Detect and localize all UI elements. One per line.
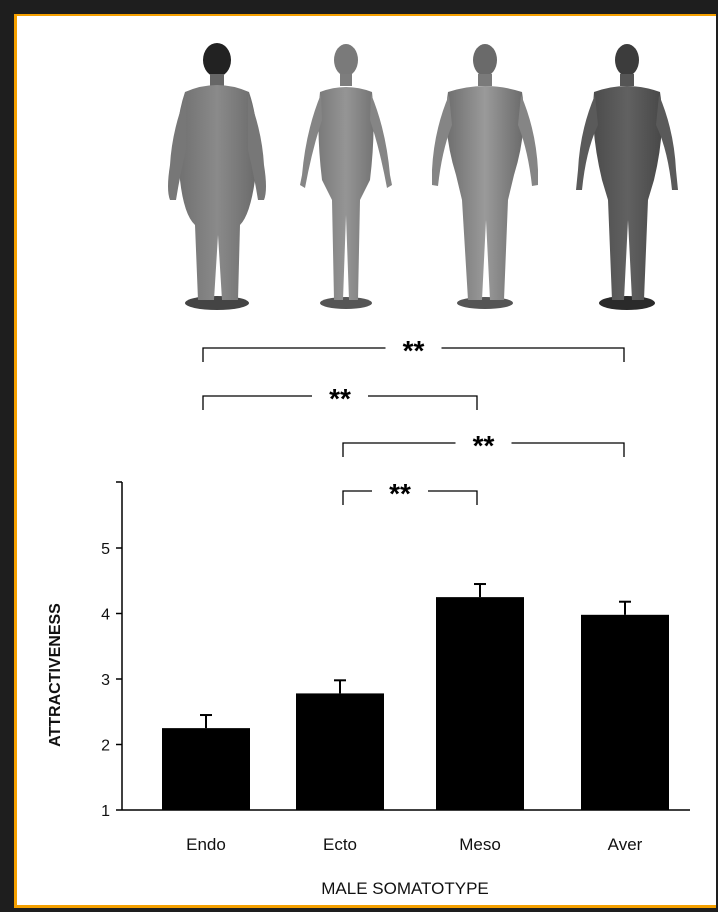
y-tick-label: 2 bbox=[101, 738, 110, 755]
significance-label: ** bbox=[389, 478, 411, 509]
bar-endo bbox=[162, 728, 250, 810]
y-tick-label: 1 bbox=[101, 803, 110, 820]
x-axis-title: MALE SOMATOTYPE bbox=[321, 879, 489, 898]
ectomorph-figure bbox=[300, 44, 392, 309]
x-tick-label: Ecto bbox=[323, 835, 357, 854]
x-tick-label: Meso bbox=[459, 835, 501, 854]
y-axis-title: ATTRACTIVENESS bbox=[47, 603, 64, 747]
y-tick-label: 4 bbox=[101, 607, 110, 624]
bracket-left bbox=[342, 442, 456, 457]
bracket-left bbox=[202, 395, 312, 410]
bracket-right bbox=[441, 347, 625, 362]
bars bbox=[162, 583, 669, 810]
y-tick-label: 3 bbox=[101, 672, 110, 689]
bar-meso bbox=[436, 597, 524, 810]
bar-aver bbox=[581, 614, 669, 810]
mesomorph-figure bbox=[432, 44, 538, 309]
x-tick-label: Aver bbox=[608, 835, 643, 854]
significance-label: ** bbox=[473, 430, 495, 461]
significance-label: ** bbox=[403, 335, 425, 366]
bracket-right bbox=[511, 442, 625, 457]
labels: 1 2 3 4 5 Endo Ecto Meso Aver bbox=[101, 541, 643, 854]
bracket-right bbox=[428, 490, 478, 505]
y-tick-label: 5 bbox=[101, 541, 110, 558]
significance-brackets: ** ** ** ** bbox=[202, 335, 625, 509]
x-tick-label: Endo bbox=[186, 835, 226, 854]
bracket-right bbox=[368, 395, 478, 410]
bracket-left bbox=[202, 347, 386, 362]
endomorph-figure bbox=[168, 43, 266, 310]
bar-ecto bbox=[296, 693, 384, 810]
significance-label: ** bbox=[329, 383, 351, 414]
average-figure bbox=[576, 44, 678, 310]
bracket-left bbox=[342, 490, 372, 505]
